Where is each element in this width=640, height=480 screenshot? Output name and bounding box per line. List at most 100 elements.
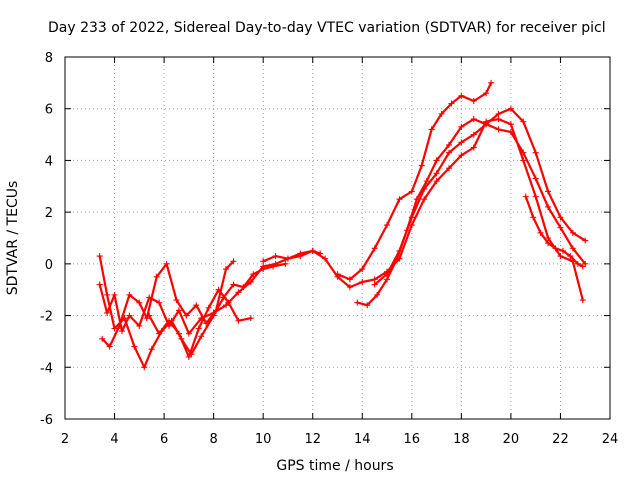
series-line xyxy=(336,81,493,281)
data-point xyxy=(384,222,391,229)
data-point xyxy=(270,263,277,270)
data-point xyxy=(495,126,502,133)
x-axis-title: GPS time / hours xyxy=(276,458,393,474)
series-line xyxy=(262,118,584,302)
data-point xyxy=(371,276,378,283)
x-tick-label: 24 xyxy=(602,432,619,447)
data-point xyxy=(470,131,477,138)
data-point xyxy=(116,322,123,329)
data-point xyxy=(520,118,527,125)
data-point xyxy=(203,320,210,327)
x-tick-label: 10 xyxy=(255,432,272,447)
data-point xyxy=(520,149,527,156)
data-point xyxy=(421,196,428,203)
data-point xyxy=(322,255,329,262)
data-point xyxy=(579,297,586,304)
x-tick-label: 2 xyxy=(61,432,69,447)
data-point xyxy=(418,162,425,169)
data-point xyxy=(530,214,537,221)
data-point xyxy=(346,276,353,283)
series-line xyxy=(148,288,252,358)
data-point xyxy=(507,128,514,135)
data-point xyxy=(118,328,125,335)
data-point xyxy=(163,260,170,267)
series-sat-g xyxy=(354,105,589,309)
data-point xyxy=(198,333,205,340)
data-point xyxy=(537,229,544,236)
series-line xyxy=(98,255,287,369)
series-sat-h xyxy=(371,121,589,288)
data-point xyxy=(272,253,279,260)
data-point xyxy=(557,214,564,221)
data-point xyxy=(247,315,254,322)
data-point xyxy=(532,149,539,156)
y-tick-label: 2 xyxy=(45,206,53,221)
data-point xyxy=(185,353,192,360)
data-point xyxy=(532,175,539,182)
data-point xyxy=(428,126,435,133)
series-line xyxy=(524,195,584,268)
y-tick-label: 4 xyxy=(45,154,53,169)
data-point xyxy=(364,302,371,309)
data-point xyxy=(195,325,202,332)
data-point xyxy=(153,273,160,280)
data-point xyxy=(213,307,220,314)
data-point xyxy=(470,97,477,104)
data-point xyxy=(141,364,148,371)
data-point xyxy=(183,312,190,319)
data-point xyxy=(396,196,403,203)
data-point xyxy=(433,170,440,177)
data-point xyxy=(193,302,200,309)
data-point xyxy=(230,281,237,288)
data-point xyxy=(225,299,232,306)
data-point xyxy=(346,284,353,291)
y-tick-label: -4 xyxy=(40,361,53,376)
data-point xyxy=(488,79,495,86)
x-tick-label: 8 xyxy=(209,432,217,447)
data-point xyxy=(495,116,502,123)
y-tick-label: -6 xyxy=(40,413,53,428)
data-point xyxy=(111,291,118,298)
data-point xyxy=(559,247,566,254)
y-tick-label: 6 xyxy=(45,103,53,118)
data-point xyxy=(282,260,289,267)
data-point xyxy=(309,247,316,254)
data-point xyxy=(445,149,452,156)
data-point xyxy=(483,121,490,128)
data-point xyxy=(433,157,440,164)
data-point xyxy=(520,157,527,164)
chart-title: Day 233 of 2022, Sidereal Day-to-day VTE… xyxy=(48,20,606,36)
data-point xyxy=(433,178,440,185)
data-point xyxy=(156,299,163,306)
data-point xyxy=(458,139,465,146)
data-point xyxy=(96,253,103,260)
data-point xyxy=(166,317,173,324)
data-point xyxy=(260,266,267,273)
data-point xyxy=(470,144,477,151)
data-point xyxy=(374,291,381,298)
x-tick-label: 22 xyxy=(552,432,569,447)
data-point xyxy=(240,284,247,291)
data-point xyxy=(148,346,155,353)
data-point xyxy=(574,260,581,267)
x-tick-label: 4 xyxy=(110,432,118,447)
data-point xyxy=(230,258,237,265)
data-point xyxy=(557,253,564,260)
data-point xyxy=(445,141,452,148)
series-sat-d xyxy=(146,286,254,360)
data-point xyxy=(250,271,257,278)
data-point xyxy=(569,245,576,252)
x-tick-label: 18 xyxy=(453,432,470,447)
data-point xyxy=(106,343,113,350)
data-point xyxy=(185,330,192,337)
data-point xyxy=(448,100,455,107)
data-point xyxy=(215,286,222,293)
data-point xyxy=(522,193,529,200)
data-point xyxy=(569,229,576,236)
data-point xyxy=(247,278,254,285)
data-point xyxy=(175,307,182,314)
data-point xyxy=(445,165,452,172)
data-point xyxy=(371,281,378,288)
data-point xyxy=(334,271,341,278)
data-point xyxy=(99,335,106,342)
